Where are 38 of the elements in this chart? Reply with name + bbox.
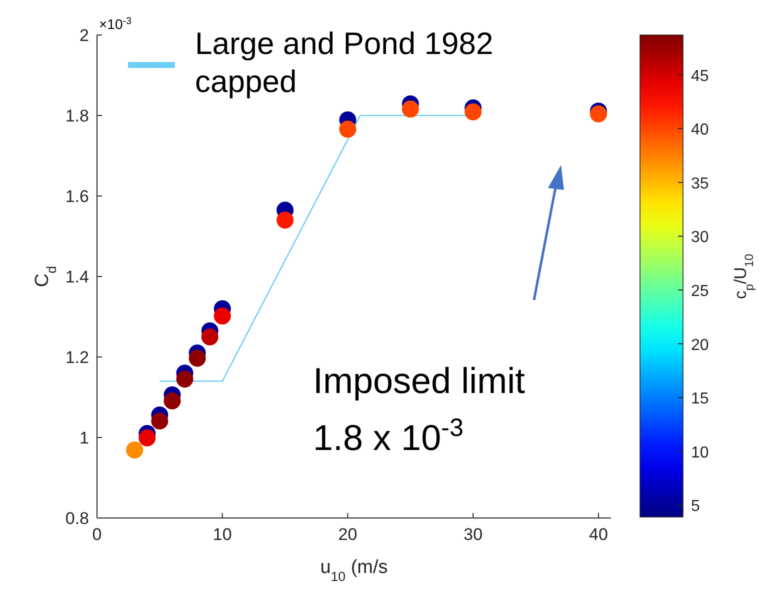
color-bar-label: 30 (691, 229, 709, 246)
point (151, 412, 168, 430)
x-tick-label: 20 (338, 525, 358, 544)
point (164, 392, 181, 410)
point (214, 307, 231, 324)
point (464, 103, 482, 120)
y-tick-label: 1.4 (65, 268, 89, 286)
annotation: Imposed limit (313, 360, 526, 401)
point (201, 328, 218, 346)
color-bar-label: 40 (691, 122, 709, 139)
color-bar-label: 35 (691, 175, 709, 192)
point (138, 429, 156, 446)
point (176, 370, 194, 388)
point (188, 350, 206, 367)
point (339, 120, 356, 138)
x-tick-label: 30 (464, 525, 483, 544)
color-bar-label: 10 (691, 444, 709, 462)
color-bar-label: 5 (691, 498, 700, 516)
y-tick-label: 0.8 (65, 509, 89, 528)
color-bar-label: 45 (691, 68, 709, 85)
point (276, 212, 294, 229)
point (402, 100, 419, 118)
color-bar-label: 25 (691, 282, 709, 300)
point (126, 441, 144, 458)
color-bar-label: 20 (691, 336, 709, 354)
x-tick-label: 40 (589, 525, 608, 544)
x-tick-label: 10 (212, 525, 232, 544)
x-axis-title: u$_{10}$ (m/s (320, 557, 388, 584)
legend-label: Large and Pond 1982 capped (195, 25, 494, 101)
annotation: 1.8 x 10$^{-3}$ (313, 414, 464, 458)
x-tick-label: 0 (92, 525, 102, 544)
y-tick-label: 1.6 (65, 187, 89, 206)
y-tick-label: 2 (80, 26, 89, 45)
y-tick-label: 1 (80, 428, 89, 448)
y-tick-label: 1.8 (65, 106, 89, 126)
y-tick-label: 1.2 (65, 348, 89, 367)
text: ×10$^{-3}$ (99, 16, 132, 32)
color-bar-label: 15 (691, 390, 709, 408)
